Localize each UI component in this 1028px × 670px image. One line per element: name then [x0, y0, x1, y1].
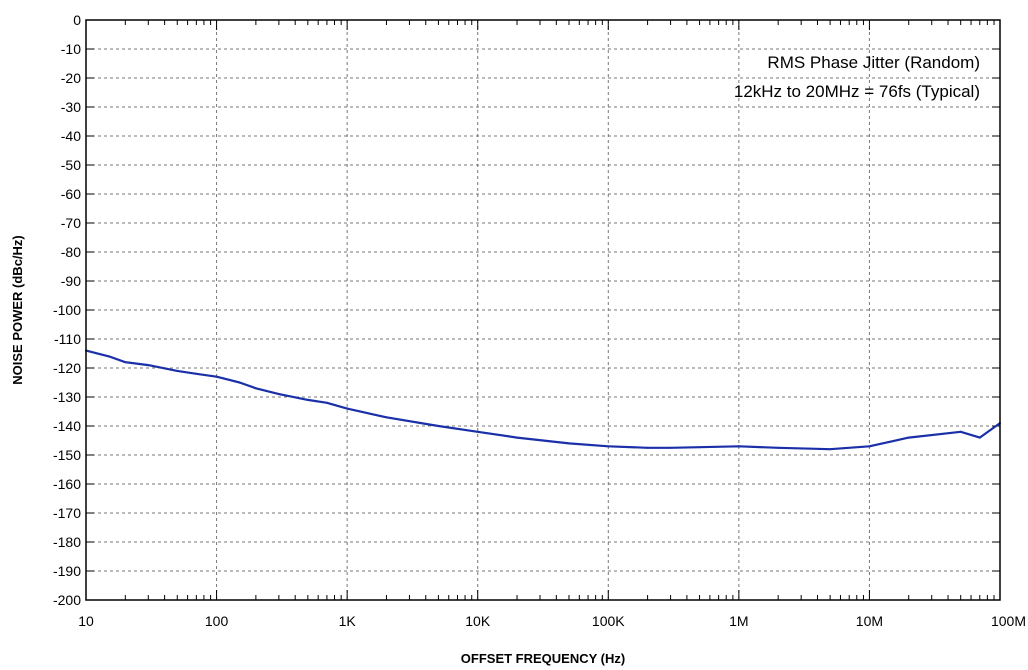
y-tick-label: -110	[54, 331, 81, 347]
series-line	[85, 349, 1001, 451]
data-point	[669, 446, 672, 449]
y-tick-label: -140	[53, 418, 81, 434]
data-point	[147, 364, 150, 367]
y-tick-label: -90	[61, 273, 81, 289]
data-point	[346, 407, 349, 410]
gridlines	[86, 20, 1000, 600]
data-point	[176, 369, 179, 372]
x-tick-label: 100K	[592, 613, 625, 629]
data-point	[777, 446, 780, 449]
data-point	[124, 361, 127, 364]
y-tick-label: -40	[61, 128, 81, 144]
data-point	[437, 425, 440, 427]
data-point	[646, 446, 649, 449]
data-point	[568, 442, 570, 445]
y-tick-label: -20	[61, 70, 81, 86]
y-tick-label: -60	[61, 186, 81, 202]
y-tick-label: -80	[61, 244, 81, 260]
x-axis-title: OFFSET FREQUENCY (Hz)	[461, 651, 625, 666]
x-tick-label: 10K	[465, 613, 491, 629]
data-point	[978, 436, 981, 439]
plot-frame	[85, 19, 1001, 601]
y-tick-label: -50	[61, 157, 81, 173]
y-tick-label: -170	[53, 505, 81, 521]
data-point	[254, 387, 257, 390]
y-tick-label: -10	[61, 41, 81, 57]
data-point	[195, 372, 198, 375]
y-tick-label: -120	[53, 360, 81, 376]
y-tick-label: -190	[53, 563, 81, 579]
data-point	[868, 445, 871, 448]
x-tick-label: 1K	[339, 613, 357, 629]
data-point	[238, 381, 241, 384]
x-tick-label: 100	[205, 613, 229, 629]
data-point	[829, 448, 832, 451]
x-tick-label: 100M	[991, 613, 1026, 629]
y-axis-title: NOISE POWER (dBc/Hz)	[10, 235, 25, 385]
data-point	[306, 398, 309, 401]
data-point	[516, 436, 518, 439]
y-tick-label: -30	[61, 99, 81, 115]
x-tick-label: 10	[78, 613, 94, 629]
y-tick-label: -160	[53, 476, 81, 492]
data-point	[277, 393, 280, 396]
x-tick-label: 1M	[729, 613, 748, 629]
data-point	[607, 445, 610, 448]
data-point	[959, 430, 962, 433]
data-point	[385, 416, 388, 419]
y-tick-label: -150	[53, 447, 81, 463]
series-layer	[85, 349, 1001, 451]
x-tick-labels: 10 100 1K 10K 100K 1M 10M 100M	[78, 613, 1026, 629]
data-point	[476, 430, 479, 433]
y-tick-label: -200	[53, 592, 81, 608]
annotation-line-2: 12kHz to 20MHz = 76fs (Typical)	[734, 82, 980, 101]
data-point	[698, 446, 701, 449]
data-point	[215, 375, 218, 378]
data-point	[907, 436, 910, 439]
data-point	[108, 355, 110, 358]
axis-ticks	[85, 19, 1001, 601]
y-tick-labels: 0 -10 -20 -30 -40 -50 -60 -70 -80 -90 -100 -110 -120…	[53, 12, 81, 608]
x-tick-label: 10M	[856, 613, 883, 629]
y-tick-label: -180	[53, 534, 81, 550]
data-point	[737, 445, 740, 448]
data-point	[325, 401, 328, 404]
y-tick-label: 0	[73, 12, 81, 28]
y-tick-label: -70	[61, 215, 81, 231]
y-tick-label: -100	[53, 302, 81, 318]
y-tick-label: -130	[53, 389, 81, 405]
annotation-line-1: RMS Phase Jitter (Random)	[767, 53, 980, 72]
